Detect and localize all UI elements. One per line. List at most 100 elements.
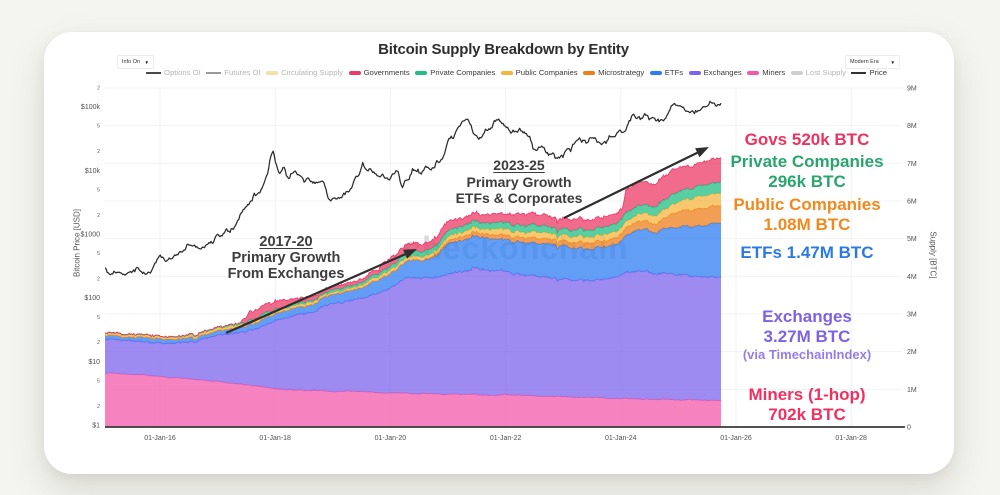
svg-text:4M: 4M xyxy=(907,274,917,281)
legend-item-futures-oi[interactable]: Futures OI xyxy=(206,68,261,77)
callout-line: 3.27M BTC xyxy=(763,327,851,346)
info-toggle-label: Info On xyxy=(122,59,141,65)
callout-public: Public Companies 1.08M BTC xyxy=(714,195,900,235)
legend-label: Public Companies xyxy=(515,68,578,77)
svg-text:2: 2 xyxy=(97,404,100,410)
callout-miners: Miners (1-hop) 702k BTC xyxy=(714,385,900,425)
callout-private: Private Companies 296k BTC xyxy=(714,152,900,192)
right-axis-title: Supply [BTC] xyxy=(928,231,938,279)
annotation-arrow xyxy=(225,253,406,335)
area-etfs xyxy=(105,222,721,344)
annotation-range-label: 2017-20 xyxy=(259,234,313,250)
legend-swatch xyxy=(415,70,428,75)
svg-text:$10: $10 xyxy=(88,359,100,366)
legend-label: Lost Supply xyxy=(805,68,846,77)
legend-swatch xyxy=(266,70,279,75)
svg-text:2: 2 xyxy=(97,149,100,155)
legend-swatch xyxy=(583,70,596,75)
legend-label: ETFs xyxy=(664,68,684,77)
legend-item-miners[interactable]: Miners xyxy=(747,68,785,77)
callout-line: 702k BTC xyxy=(768,405,846,424)
legend-label: Price xyxy=(869,68,887,77)
svg-text:$1000: $1000 xyxy=(81,231,101,238)
chart-card: checkonchain$100k$10k$1000$100$10$125252… xyxy=(44,32,954,474)
tick-labels: $100k $10k $1000 $100 $10 $1 2 5 2 5 2 5 2 5 2 5 2 0 1M 2M 3… xyxy=(81,85,917,442)
callout-line: Miners (1-hop) xyxy=(748,385,866,404)
svg-text:01-Jan-24: 01-Jan-24 xyxy=(605,435,637,442)
info-toggle-dropdown[interactable]: Info On ▼ xyxy=(117,55,154,69)
svg-text:5: 5 xyxy=(97,187,100,193)
legend-swatch xyxy=(500,70,513,75)
era-select-value: Modern Era xyxy=(850,59,879,65)
legend-swatch xyxy=(206,71,222,74)
svg-text:$10k: $10k xyxy=(85,168,101,175)
callout-line: 1.08M BTC xyxy=(763,215,851,234)
callout-exchanges: Exchanges 3.27M BTC (via TimechainIndex) xyxy=(714,307,900,363)
legend-item-public-companies[interactable]: Public Companies xyxy=(500,68,578,77)
callout-line: (via TimechainIndex) xyxy=(742,347,872,362)
stacked-areas xyxy=(105,157,722,427)
legend-label: Miners xyxy=(762,68,786,77)
svg-text:2: 2 xyxy=(97,340,100,346)
svg-text:3M: 3M xyxy=(907,312,917,319)
legend-label: Futures OI xyxy=(224,68,261,77)
era-select-dropdown[interactable]: Modern Era ▼ xyxy=(845,55,900,69)
left-axis-title: Bitcoin Price [USD] xyxy=(72,208,82,278)
legend-label: Exchanges xyxy=(703,68,742,77)
legend-item-lost-supply[interactable]: Lost Supply xyxy=(790,68,846,77)
svg-text:01-Jan-18: 01-Jan-18 xyxy=(259,435,291,442)
svg-text:8M: 8M xyxy=(907,123,917,130)
legend-item-governments[interactable]: Governments xyxy=(348,68,410,77)
area-governments xyxy=(105,157,721,338)
legend-item-circulating-supply[interactable]: Circulating Supply xyxy=(266,68,343,77)
caret-down-icon: ▼ xyxy=(144,59,149,65)
legend-label: Microstrategy xyxy=(598,68,645,77)
svg-text:1M: 1M xyxy=(907,387,917,394)
svg-text:01-Jan-22: 01-Jan-22 xyxy=(490,435,522,442)
legend-item-microstrategy[interactable]: Microstrategy xyxy=(583,68,644,77)
svg-text:01-Jan-28: 01-Jan-28 xyxy=(835,435,867,442)
legend-swatch xyxy=(348,70,361,75)
svg-text:5: 5 xyxy=(97,124,100,130)
annotation-arrowhead xyxy=(695,147,709,158)
area-exchanges xyxy=(105,266,721,401)
legend-swatch xyxy=(649,70,662,75)
legend-item-exchanges[interactable]: Exchanges xyxy=(688,68,742,77)
price-line xyxy=(105,100,722,276)
callout-govs: Govs 520k BTC xyxy=(714,130,900,150)
annotation-range-label: 2023-25 xyxy=(493,157,545,173)
chart-title: Bitcoin Supply Breakdown by Entity xyxy=(378,41,629,58)
annotation-2017-20: 2017-20 Primary Growth From Exchanges xyxy=(196,234,376,282)
legend-swatch xyxy=(688,70,701,75)
annotation-arrowhead xyxy=(403,249,417,259)
legend-swatch xyxy=(146,71,162,74)
svg-text:6M: 6M xyxy=(907,199,917,206)
callout-line: 296k BTC xyxy=(768,172,846,191)
svg-text:0: 0 xyxy=(907,425,911,432)
annotation-text: Primary Growth xyxy=(466,173,572,190)
callout-etfs: ETFs 1.47M BTC xyxy=(714,243,900,263)
legend-item-private-companies[interactable]: Private Companies xyxy=(415,68,495,77)
svg-text:$100: $100 xyxy=(84,295,100,302)
svg-text:2M: 2M xyxy=(907,349,917,356)
legend-swatch xyxy=(790,70,803,75)
callout-line: Private Companies xyxy=(730,152,884,171)
svg-text:5M: 5M xyxy=(907,236,917,243)
supply-breakdown-chart: checkonchain$100k$10k$1000$100$10$125252… xyxy=(81,85,917,442)
legend-item-price[interactable]: Price xyxy=(851,68,887,77)
legend-item-etfs[interactable]: ETFs xyxy=(649,68,684,77)
legend-item-options-oi[interactable]: Options OI xyxy=(146,68,201,77)
annotation-2023-25: 2023-25 Primary Growth ETFs & Corporates xyxy=(429,157,609,207)
svg-text:$100k: $100k xyxy=(81,104,101,111)
legend-label: Options OI xyxy=(164,68,201,77)
legend-label: Private Companies xyxy=(430,68,496,77)
svg-text:5: 5 xyxy=(97,251,100,257)
svg-text:01-Jan-16: 01-Jan-16 xyxy=(144,435,176,442)
callout-line: Exchanges xyxy=(762,307,852,326)
chart-legend: Options OI Futures OI Circulating Supply Go… xyxy=(118,68,915,77)
annotation-text: From Exchanges xyxy=(227,266,345,282)
svg-text:01-Jan-26: 01-Jan-26 xyxy=(720,435,752,442)
annotation-arrow xyxy=(563,151,698,219)
annotation-text: ETFs & Corporates xyxy=(455,190,583,206)
